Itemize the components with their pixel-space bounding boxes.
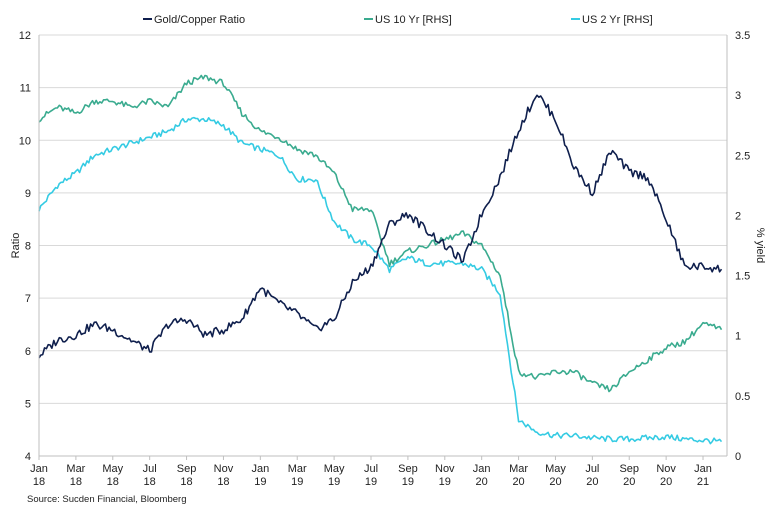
y-tick-label-left: 9 [25, 188, 31, 200]
legend-label: Gold/Copper Ratio [154, 14, 245, 26]
x-tick-label-year: 18 [70, 476, 82, 488]
y-tick-label-right: 1 [735, 331, 741, 343]
x-tick-label-year: 18 [180, 476, 192, 488]
series-line-gold-copper-ratio [38, 94, 723, 359]
y-tick-label-left: 5 [25, 398, 31, 410]
axes: 45678910111200.511.522.533.5Jan18Mar18Ma… [10, 30, 766, 488]
y-tick-label-right: 0.5 [735, 391, 750, 403]
series-line-us-10-yr-rhs [38, 74, 723, 393]
x-tick-label: Mar [509, 463, 528, 475]
x-tick-label: May [102, 463, 123, 475]
legend: Gold/Copper Ratio US 10 Yr [RHS] US 2 Yr [… [143, 14, 653, 26]
x-tick-label-year: 20 [660, 476, 672, 488]
x-tick-label: Jul [585, 463, 599, 475]
x-tick-label-year: 20 [623, 476, 635, 488]
y-tick-label-left: 7 [25, 293, 31, 305]
x-tick-label-year: 18 [107, 476, 119, 488]
y-tick-label-left: 12 [19, 30, 31, 42]
x-tick-label-year: 21 [697, 476, 709, 488]
y-tick-label-left: 4 [25, 451, 31, 463]
x-tick-label-year: 19 [254, 476, 266, 488]
y-tick-label-left: 6 [25, 346, 31, 358]
x-tick-label: May [545, 463, 566, 475]
x-tick-label-year: 20 [586, 476, 598, 488]
y-axis-title-right: % yield [754, 228, 766, 263]
x-tick-label: Sep [398, 463, 418, 475]
y-tick-label-right: 2 [735, 210, 741, 222]
x-tick-label: Mar [288, 463, 307, 475]
x-tick-label-year: 20 [549, 476, 561, 488]
x-tick-label-year: 18 [217, 476, 229, 488]
x-tick-label: Nov [656, 463, 676, 475]
x-tick-label: Sep [177, 463, 197, 475]
x-tick-label-year: 18 [144, 476, 156, 488]
y-tick-label-right: 0 [735, 451, 741, 463]
legend-label: US 10 Yr [RHS] [375, 14, 452, 26]
series-layer [38, 74, 723, 445]
y-tick-label-right: 3 [735, 90, 741, 102]
x-tick-label-year: 19 [328, 476, 340, 488]
x-tick-label: Sep [619, 463, 639, 475]
x-tick-label: Mar [66, 463, 85, 475]
x-tick-label: Nov [214, 463, 234, 475]
x-tick-label: Jul [364, 463, 378, 475]
y-tick-label-left: 8 [25, 241, 31, 253]
x-tick-label-year: 20 [476, 476, 488, 488]
y-tick-label-left: 10 [19, 135, 31, 147]
y-tick-label-right: 2.5 [735, 150, 750, 162]
x-tick-label: May [324, 463, 345, 475]
x-tick-label-year: 19 [291, 476, 303, 488]
x-tick-label-year: 19 [365, 476, 377, 488]
x-tick-label: Nov [435, 463, 455, 475]
x-tick-label: Jan [473, 463, 491, 475]
x-tick-label: Jan [694, 463, 712, 475]
x-tick-label-year: 20 [512, 476, 524, 488]
y-axis-title-left: Ratio [10, 233, 22, 259]
y-tick-label-right: 1.5 [735, 271, 750, 283]
x-tick-label-year: 18 [33, 476, 45, 488]
x-tick-label-year: 19 [402, 476, 414, 488]
x-tick-label: Jan [30, 463, 48, 475]
source-note: Source: Sucden Financial, Bloomberg [27, 494, 187, 505]
x-tick-label: Jan [251, 463, 269, 475]
legend-label: US 2 Yr [RHS] [582, 14, 653, 26]
y-tick-label-left: 11 [20, 83, 31, 95]
series-line-us-2-yr-rhs [38, 116, 723, 445]
x-tick-label-year: 19 [439, 476, 451, 488]
x-tick-label: Jul [143, 463, 157, 475]
y-tick-label-right: 3.5 [735, 30, 750, 42]
